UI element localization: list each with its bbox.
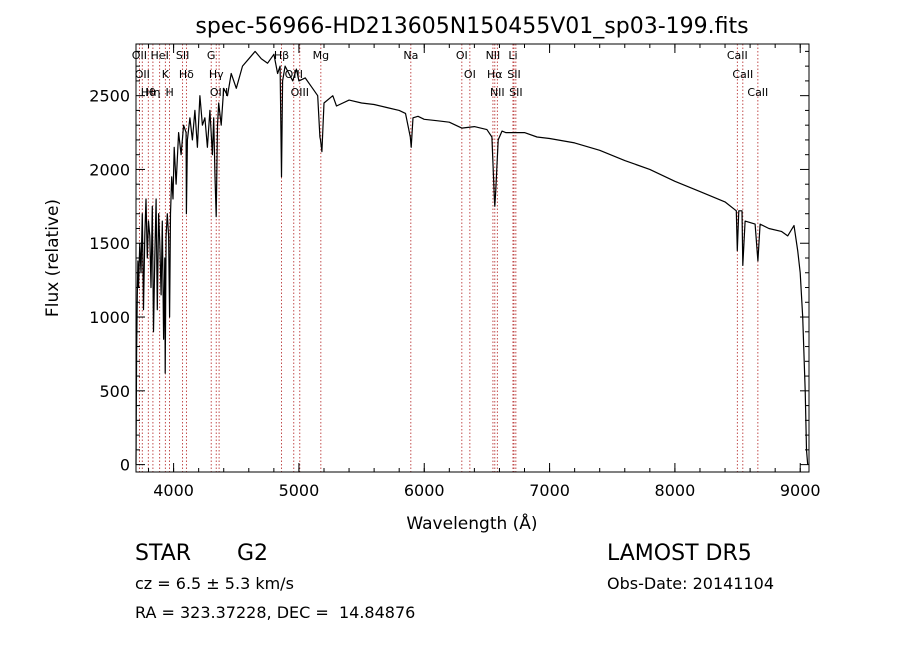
line-label: Hη — [145, 86, 160, 99]
line-label: NII — [490, 86, 505, 99]
line-label: Hα — [487, 68, 503, 81]
line-label: SII — [509, 86, 522, 99]
line-label: CaII — [727, 49, 748, 62]
spectrum-line — [135, 50, 809, 465]
line-label: Na — [403, 49, 418, 62]
line-label: G — [207, 49, 216, 62]
plot-frame — [135, 43, 810, 473]
x-tick-label: 8000 — [655, 481, 696, 500]
line-marker-layer — [138, 44, 759, 472]
line-label: OI — [456, 49, 468, 62]
y-tick-label: 2500 — [89, 87, 130, 106]
x-tick-label: 5000 — [279, 481, 320, 500]
line-label: Hγ — [209, 68, 224, 81]
object-class: STAR — [135, 541, 192, 566]
line-label: Mg — [313, 49, 329, 62]
line-label: SII — [507, 68, 520, 81]
x-axis-label: Wavelength (Å) — [406, 512, 537, 534]
line-label: HeI — [151, 49, 169, 62]
line-label: OII — [135, 68, 150, 81]
line-label: NII — [486, 49, 501, 62]
y-axis: 0 500 1000 1500 2000 2500 — [89, 50, 809, 475]
x-axis: 4000 5000 6000 7000 8000 9000 — [148, 44, 821, 500]
survey-name: LAMOST DR5 — [607, 541, 752, 566]
y-tick-label: 0 — [120, 456, 130, 475]
line-label: CaII — [732, 68, 753, 81]
line-label: CaII — [747, 86, 768, 99]
y-tick-label: 1500 — [89, 234, 130, 253]
x-tick-label: 7000 — [529, 481, 570, 500]
y-tick-label: 1000 — [89, 308, 130, 327]
line-label: OI — [464, 68, 476, 81]
y-axis-label: Flux (relative) — [43, 199, 63, 317]
line-label: Li — [508, 49, 517, 62]
chart-title: spec-56966-HD213605N150455V01_sp03-199.f… — [195, 14, 748, 39]
y-tick-label: 500 — [99, 382, 130, 401]
obs-date: Obs-Date: 20141104 — [607, 574, 775, 593]
line-label: OIII — [291, 86, 309, 99]
line-label: Hδ — [179, 68, 194, 81]
line-label: H — [165, 86, 173, 99]
redshift-cz: cz = 6.5 ± 5.3 km/s — [135, 574, 294, 593]
line-label: K — [162, 68, 170, 81]
x-tick-label: 4000 — [153, 481, 194, 500]
ra-dec: RA = 323.37228, DEC = 14.84876 — [135, 603, 416, 622]
object-subclass: G2 — [237, 541, 269, 566]
y-tick-label: 2000 — [89, 160, 130, 179]
line-label: Hβ — [274, 49, 289, 62]
x-tick-label: 6000 — [404, 481, 445, 500]
x-tick-label: 9000 — [780, 481, 821, 500]
line-label: SII — [176, 49, 189, 62]
